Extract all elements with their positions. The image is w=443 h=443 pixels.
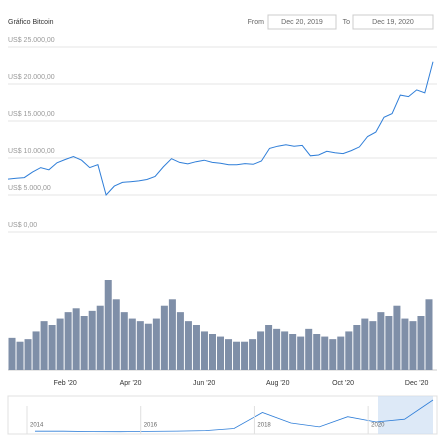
from-date[interactable]: Dec 20, 2019 bbox=[281, 19, 323, 26]
volume-bar bbox=[8, 337, 16, 370]
x-tick-label: Jun '20 bbox=[193, 380, 215, 387]
volume-bar bbox=[160, 305, 168, 370]
volume-bar bbox=[249, 339, 257, 370]
volume-bar bbox=[321, 336, 329, 370]
volume-bar bbox=[112, 299, 120, 370]
x-tick-label: Aug '20 bbox=[266, 380, 290, 387]
volume-bar bbox=[369, 321, 377, 370]
volume-bar bbox=[192, 325, 200, 370]
volume-bar bbox=[176, 312, 184, 370]
volume-bar bbox=[257, 331, 265, 370]
navigator-selection[interactable] bbox=[378, 396, 433, 434]
volume-bar bbox=[104, 280, 112, 370]
x-tick-label: Apr '20 bbox=[120, 380, 142, 387]
volume-bar bbox=[64, 312, 72, 370]
volume-bar bbox=[281, 331, 289, 370]
volume-bar bbox=[208, 334, 216, 370]
volume-bar bbox=[136, 321, 144, 370]
y-tick-label: US$ 25.000,00 bbox=[8, 37, 55, 44]
volume-bar bbox=[417, 316, 425, 370]
to-input[interactable] bbox=[352, 14, 434, 30]
from-input[interactable] bbox=[267, 14, 337, 30]
price-line bbox=[35, 399, 434, 433]
volume-bar bbox=[393, 305, 401, 370]
y-tick-label: US$ 0,00 bbox=[8, 222, 37, 229]
volume-bar bbox=[385, 316, 393, 370]
volume-bar bbox=[200, 331, 208, 370]
from-label: From bbox=[248, 19, 265, 26]
navigator-label: 2014 bbox=[30, 423, 44, 429]
volume-bar bbox=[120, 312, 128, 370]
volume-bar bbox=[216, 336, 225, 370]
price-line bbox=[7, 61, 434, 197]
volume-bar bbox=[409, 321, 417, 370]
volume-bar bbox=[184, 321, 192, 370]
volume-bar bbox=[289, 334, 297, 370]
volume-bar bbox=[56, 318, 64, 370]
volume-bar bbox=[313, 334, 321, 370]
volume-bar bbox=[48, 325, 56, 370]
volume-bar bbox=[345, 331, 353, 370]
volume-bar bbox=[24, 339, 32, 370]
volume-bar bbox=[305, 328, 313, 370]
to-date[interactable]: Dec 19, 2020 bbox=[372, 19, 414, 26]
volume-bar bbox=[32, 331, 40, 370]
to-label: To bbox=[343, 19, 351, 26]
volume-bar bbox=[401, 318, 409, 370]
volume-bar bbox=[377, 312, 385, 370]
volume-bar bbox=[40, 321, 48, 370]
chart-title: Gráfico Bitcoin bbox=[8, 19, 54, 26]
volume-bar bbox=[273, 328, 281, 370]
volume-bar bbox=[225, 339, 233, 370]
volume-bar bbox=[128, 318, 136, 370]
volume-bar bbox=[144, 323, 152, 370]
y-tick-label: US$ 20.000,00 bbox=[8, 74, 55, 81]
x-tick-label: Oct '20 bbox=[332, 380, 354, 387]
volume-bar bbox=[16, 341, 24, 370]
volume-bar bbox=[88, 310, 96, 370]
y-tick-label: US$ 10.000,00 bbox=[8, 148, 55, 155]
x-tick-label: Feb '20 bbox=[54, 380, 77, 387]
y-tick-label: US$ 15.000,00 bbox=[8, 111, 55, 118]
navigator-label: 2020 bbox=[371, 423, 385, 429]
volume-bar bbox=[353, 325, 361, 370]
volume-bar bbox=[152, 318, 160, 370]
volume-bar bbox=[361, 318, 369, 370]
navigator-label: 2018 bbox=[257, 423, 271, 429]
volume-bar bbox=[72, 308, 80, 370]
y-tick-label: US$ 5.000,00 bbox=[8, 185, 51, 192]
volume-bar bbox=[265, 325, 273, 370]
volume-bar bbox=[80, 316, 88, 370]
navigator-frame bbox=[7, 395, 438, 435]
volume-bar bbox=[241, 341, 249, 370]
x-tick-label: Dec '20 bbox=[405, 380, 429, 387]
navigator-label: 2016 bbox=[144, 423, 158, 429]
volume-bar bbox=[337, 336, 345, 370]
volume-bar bbox=[168, 299, 176, 370]
volume-bar bbox=[96, 305, 104, 370]
volume-bar bbox=[297, 336, 305, 370]
volume-bar bbox=[425, 299, 433, 370]
volume-bar bbox=[233, 341, 241, 370]
volume-bar bbox=[329, 339, 337, 370]
